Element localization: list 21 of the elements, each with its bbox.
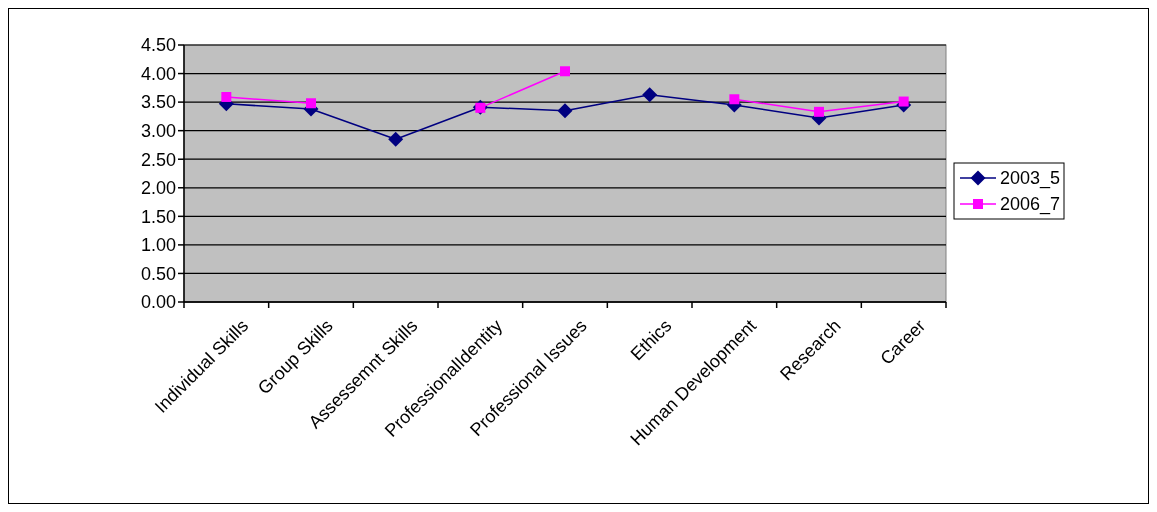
point xyxy=(642,87,658,103)
y-tick-label: 3.50 xyxy=(140,92,176,113)
point xyxy=(814,106,824,117)
y-tick-label: 0.50 xyxy=(140,263,176,284)
legend-label: 2003_5 xyxy=(1000,168,1061,190)
point xyxy=(729,94,740,105)
y-tick-label: 0.00 xyxy=(140,292,176,313)
point xyxy=(221,91,232,102)
y-tick-label: 4.50 xyxy=(140,35,176,56)
legend-label: 2006_7 xyxy=(1000,194,1061,216)
y-tick-label: 2.00 xyxy=(140,178,176,199)
point xyxy=(560,66,570,77)
y-tick-label: 1.50 xyxy=(140,206,176,227)
y-tick-label: 2.50 xyxy=(140,149,176,170)
point xyxy=(388,131,404,147)
y-tick-label: 1.00 xyxy=(140,235,176,256)
point xyxy=(557,103,573,119)
y-tick-label: 3.00 xyxy=(140,120,176,141)
point xyxy=(306,98,316,109)
point xyxy=(898,96,909,107)
y-tick-label: 4.00 xyxy=(140,63,176,84)
